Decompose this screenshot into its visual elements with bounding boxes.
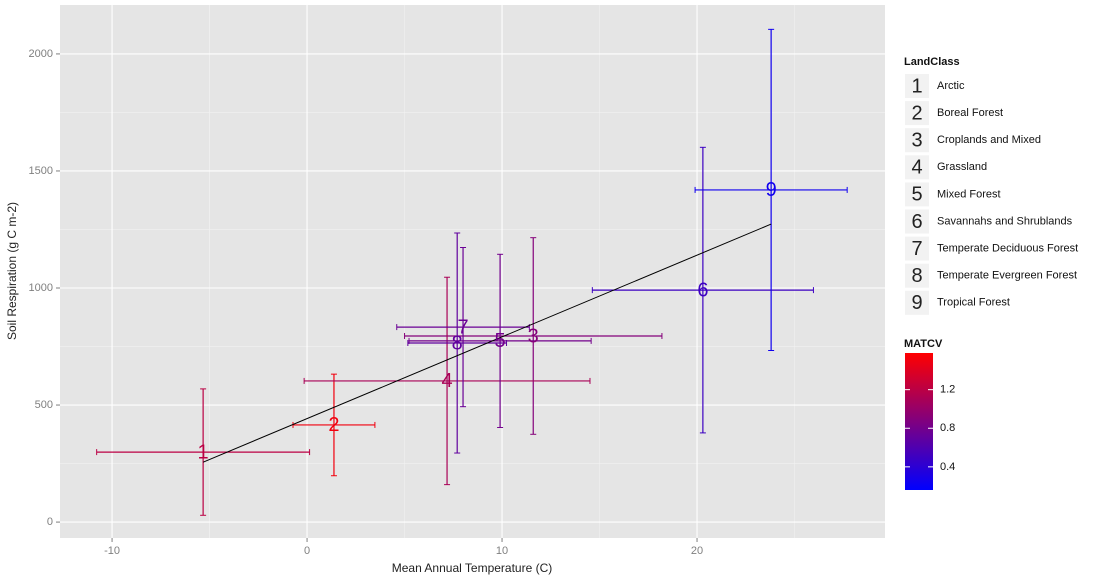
point: 5	[495, 330, 506, 352]
legend-key	[905, 101, 929, 126]
x-axis-title: Mean Annual Temperature (C)	[392, 561, 553, 575]
legend-label: Arctic	[937, 80, 965, 92]
legend-label: Temperate Deciduous Forest	[937, 243, 1078, 255]
point: 9	[766, 179, 777, 201]
trend-line	[202, 223, 772, 463]
legend-key	[905, 236, 929, 261]
point: 3	[528, 325, 539, 347]
legend-symbol: 9	[911, 292, 922, 314]
point: 1	[198, 441, 209, 463]
legend-symbol: 5	[911, 184, 922, 206]
legend-title: LandClass	[904, 56, 960, 68]
point: 4	[441, 370, 452, 392]
legend-label: Grassland	[937, 161, 987, 173]
panel	[60, 5, 885, 538]
legend-symbol: 3	[911, 129, 922, 151]
colorbar-label: 0.4	[940, 461, 955, 473]
point: 7	[457, 316, 468, 338]
legend-key	[905, 182, 929, 207]
legend-label: Tropical Forest	[937, 297, 1010, 309]
y-tick-label: 2000	[29, 48, 53, 60]
colorbar-label: 1.2	[940, 384, 955, 396]
y-tick-label: 500	[35, 399, 53, 411]
x-tick-label: 0	[304, 545, 310, 557]
legend-key	[905, 74, 929, 98]
y-tick-label: 1000	[29, 282, 53, 294]
legend-label: Mixed Forest	[937, 188, 1001, 200]
legend-symbol: 7	[911, 238, 922, 260]
x-tick-label: -10	[104, 545, 120, 557]
legend-label: Croplands and Mixed	[937, 134, 1041, 146]
colorbar-title: MATCV	[904, 338, 943, 350]
legend-label: Temperate Evergreen Forest	[937, 270, 1077, 282]
legend-symbol: 1	[911, 75, 922, 97]
legend-key	[905, 209, 929, 234]
grid	[60, 5, 885, 538]
point: 6	[697, 279, 708, 301]
colorbar	[905, 353, 933, 490]
legend-key	[905, 155, 929, 180]
legend-symbol: 4	[911, 157, 922, 179]
x-tick-label: 20	[691, 545, 703, 557]
legend-label: Boreal Forest	[937, 107, 1003, 119]
legend: 1 Arctic 2 Boreal Forest 3 Croplands and Mixe…	[905, 74, 1078, 490]
marks: 1 2 3 4 5 6 78 9	[96, 28, 848, 516]
point: 8	[452, 332, 463, 354]
x-tick-label: 10	[496, 545, 508, 557]
colorbar-label: 0.8	[940, 422, 955, 434]
legend-key	[905, 128, 929, 153]
y-axis-title: Soil Respiration (g C m-2)	[5, 202, 19, 340]
legend-label: Savannahs and Shrublands	[937, 215, 1073, 227]
legend-symbol: 8	[911, 265, 922, 287]
legend-key	[905, 290, 929, 315]
legend-symbol: 6	[911, 211, 922, 233]
point: 2	[328, 414, 339, 436]
y-tick-label: 0	[47, 516, 53, 528]
legend-symbol: 2	[911, 102, 922, 124]
legend-key	[905, 263, 929, 288]
y-tick-label: 1500	[29, 165, 53, 177]
